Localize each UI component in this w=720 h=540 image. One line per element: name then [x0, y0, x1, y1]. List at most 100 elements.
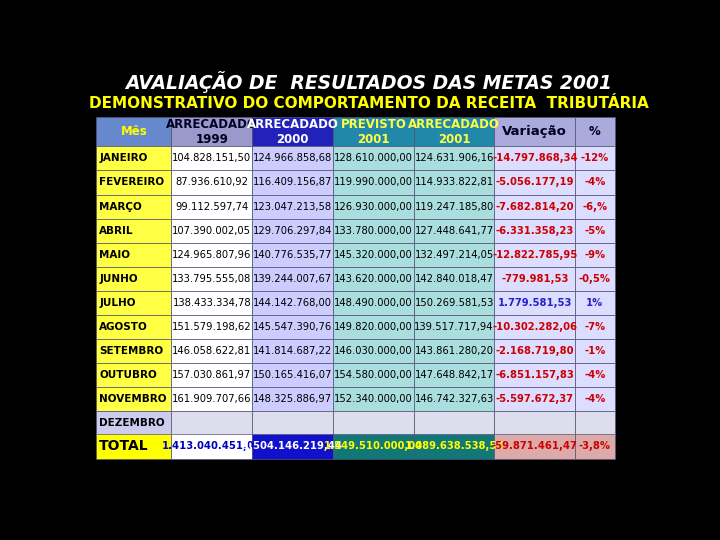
Text: 119.247.185,80: 119.247.185,80 — [415, 201, 494, 212]
Bar — [414, 315, 495, 339]
Text: 152.340.000,00: 152.340.000,00 — [334, 394, 413, 404]
Text: 114.933.822,81: 114.933.822,81 — [415, 178, 494, 187]
Text: 133.780.000,00: 133.780.000,00 — [334, 226, 413, 235]
Bar — [414, 363, 495, 387]
Text: 161.909.707,66: 161.909.707,66 — [172, 394, 251, 404]
Bar — [171, 267, 252, 291]
Bar — [575, 171, 614, 194]
Text: Fonte:  SAIT / SAET,: Fonte: SAIT / SAET, — [98, 463, 220, 473]
Bar — [252, 291, 333, 315]
Bar — [96, 146, 171, 171]
Text: -779.981,53: -779.981,53 — [501, 274, 569, 284]
Bar — [414, 242, 495, 267]
Bar — [171, 363, 252, 387]
Text: 99.112.597,74: 99.112.597,74 — [175, 201, 248, 212]
Bar — [171, 339, 252, 363]
Text: -1%: -1% — [584, 346, 606, 356]
Text: -7%: -7% — [585, 322, 606, 332]
Bar — [414, 291, 495, 315]
Text: 150.269.581,53: 150.269.581,53 — [415, 298, 494, 308]
Bar — [495, 339, 575, 363]
Bar — [575, 434, 614, 459]
Bar — [575, 411, 614, 435]
Bar — [252, 315, 333, 339]
Bar — [495, 171, 575, 194]
Text: 1.549.510.000,00: 1.549.510.000,00 — [324, 441, 423, 451]
Bar — [252, 242, 333, 267]
Text: PREVISTO
2001: PREVISTO 2001 — [341, 118, 406, 146]
Bar — [252, 267, 333, 291]
Text: MAIO: MAIO — [99, 249, 130, 260]
Bar — [252, 194, 333, 219]
Bar — [333, 339, 414, 363]
Text: -6.851.157,83: -6.851.157,83 — [495, 370, 575, 380]
Text: -9%: -9% — [585, 249, 606, 260]
Bar — [495, 315, 575, 339]
Text: 157.030.861,97: 157.030.861,97 — [172, 370, 251, 380]
Bar — [414, 267, 495, 291]
Bar — [575, 242, 614, 267]
Text: -4%: -4% — [584, 394, 606, 404]
Text: SETEMBRO: SETEMBRO — [99, 346, 163, 356]
Text: 129.706.297,84: 129.706.297,84 — [253, 226, 333, 235]
Text: DEZEMBRO: DEZEMBRO — [99, 418, 165, 428]
Text: 145.547.390,76: 145.547.390,76 — [253, 322, 332, 332]
Bar — [171, 387, 252, 411]
Text: 139.517.717,94: 139.517.717,94 — [415, 322, 494, 332]
Text: -5.597.672,37: -5.597.672,37 — [496, 394, 574, 404]
Bar — [171, 434, 252, 459]
Text: 127.448.641,77: 127.448.641,77 — [415, 226, 494, 235]
Bar — [96, 315, 171, 339]
Text: 145.320.000,00: 145.320.000,00 — [334, 249, 413, 260]
Text: 1%: 1% — [586, 298, 603, 308]
Bar — [414, 411, 495, 435]
Text: Mês: Mês — [120, 125, 147, 138]
Bar — [171, 146, 252, 171]
Bar — [96, 219, 171, 242]
Text: Variação: Variação — [503, 125, 567, 138]
Bar — [333, 291, 414, 315]
Bar — [252, 117, 333, 146]
Bar — [575, 387, 614, 411]
Bar — [252, 339, 333, 363]
Bar — [96, 339, 171, 363]
Bar — [96, 434, 171, 459]
Text: MARÇO: MARÇO — [99, 201, 142, 212]
Text: 142.840.018,47: 142.840.018,47 — [415, 274, 493, 284]
Bar — [575, 267, 614, 291]
Bar — [575, 315, 614, 339]
Text: 124.966.858,68: 124.966.858,68 — [253, 153, 332, 164]
Text: -12%: -12% — [581, 153, 609, 164]
Text: 123.047.213,58: 123.047.213,58 — [253, 201, 332, 212]
Bar — [333, 117, 414, 146]
Bar — [495, 267, 575, 291]
Text: -4%: -4% — [584, 178, 606, 187]
Bar — [171, 291, 252, 315]
Bar — [96, 194, 171, 219]
Bar — [333, 267, 414, 291]
Bar — [171, 315, 252, 339]
Bar — [96, 387, 171, 411]
Bar — [414, 434, 495, 459]
Bar — [495, 242, 575, 267]
Bar — [414, 117, 495, 146]
Bar — [252, 171, 333, 194]
Bar — [171, 171, 252, 194]
Text: ARRECADADO
1999: ARRECADADO 1999 — [166, 118, 258, 146]
Text: Arrecadado 1999 e 2000 corrigidos pelo IGP-DI da Fundação Getúlio Vargas: Arrecadado 1999 e 2000 corrigidos pelo I… — [168, 462, 564, 473]
Text: -12.822.785,95: -12.822.785,95 — [492, 249, 577, 260]
Text: -0,5%: -0,5% — [579, 274, 611, 284]
Text: 146.742.327,63: 146.742.327,63 — [415, 394, 494, 404]
Bar — [171, 194, 252, 219]
Bar — [575, 363, 614, 387]
Bar — [333, 242, 414, 267]
Text: JULHO: JULHO — [99, 298, 136, 308]
Text: ARRECADADO
2001: ARRECADADO 2001 — [408, 118, 500, 146]
Text: JUNHO: JUNHO — [99, 274, 138, 284]
Bar — [96, 242, 171, 267]
Bar — [252, 219, 333, 242]
Text: AGOSTO: AGOSTO — [99, 322, 148, 332]
Bar — [171, 242, 252, 267]
Text: JANEIRO: JANEIRO — [99, 153, 148, 164]
Text: -14.797.868,34: -14.797.868,34 — [492, 153, 577, 164]
